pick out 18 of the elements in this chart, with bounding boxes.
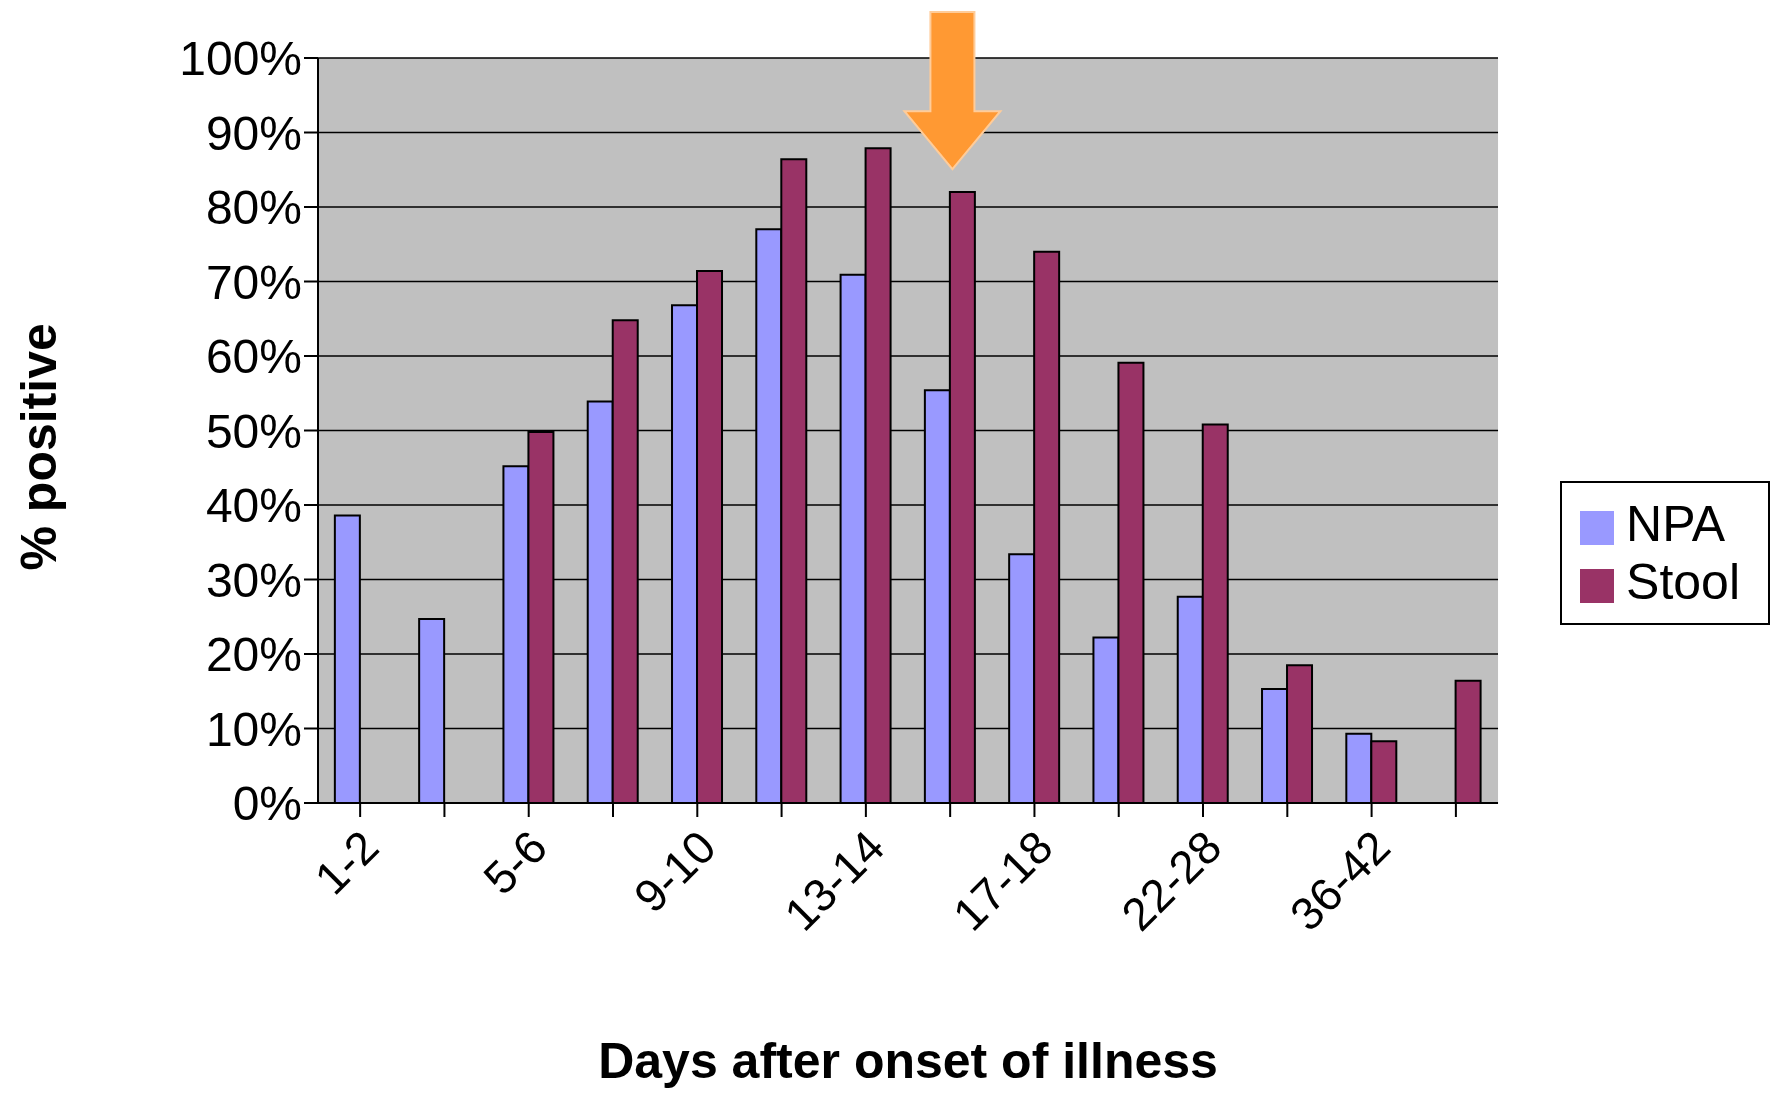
x-axis-title: Days after onset of illness (598, 1033, 1218, 1089)
x-tick-label: 5-6 (473, 820, 557, 905)
y-tick-label: 60% (205, 330, 302, 384)
y-tick-label: 70% (205, 255, 302, 309)
y-tick-label: 90% (205, 106, 302, 160)
legend-label: Stool (1626, 554, 1740, 610)
x-tick-label: 1-2 (304, 820, 389, 905)
y-tick-label: 20% (205, 628, 302, 682)
y-tick-label: 100% (179, 32, 302, 86)
y-tick-label: 80% (205, 181, 302, 235)
y-tick-label: 30% (205, 553, 302, 607)
y-tick-label: 10% (205, 702, 302, 756)
legend-label: NPA (1626, 496, 1726, 552)
y-axis-title: % positive (10, 323, 67, 571)
y-tick-label: 50% (205, 404, 302, 458)
y-tick-label: 0% (232, 777, 302, 831)
x-tick-label: 9-10 (623, 820, 726, 923)
y-tick-label: 40% (205, 479, 302, 533)
